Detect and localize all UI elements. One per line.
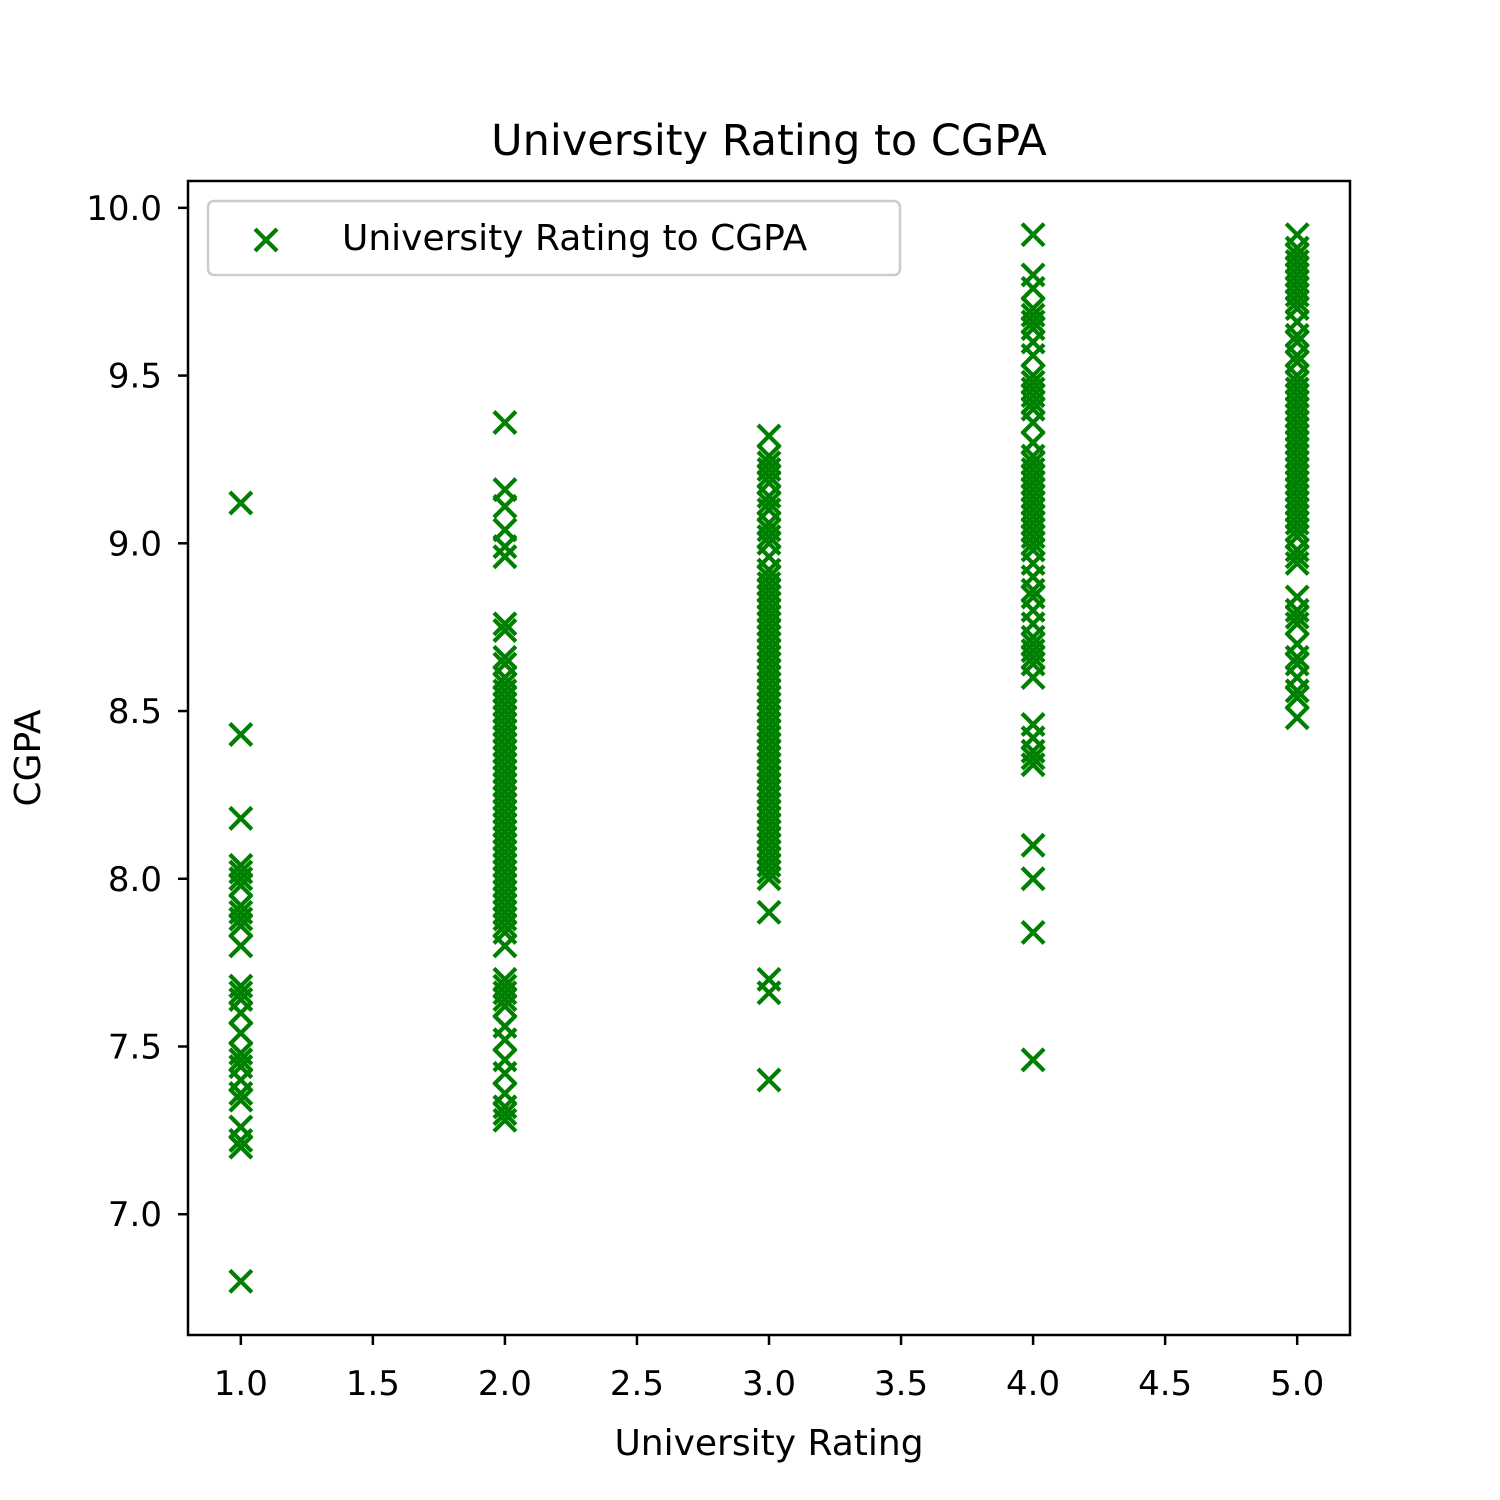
x-tick-label: 2.5 — [610, 1364, 664, 1404]
x-tick-label: 4.5 — [1138, 1364, 1192, 1404]
data-point — [1284, 342, 1310, 368]
data-point — [1020, 665, 1046, 690]
data-point — [1284, 685, 1310, 711]
x-tick-label: 5.0 — [1270, 1364, 1324, 1404]
x-tick-label: 2.0 — [478, 1364, 532, 1404]
data-point — [228, 1268, 254, 1294]
y-tick-label: 8.5 — [108, 692, 162, 732]
legend-marker-x — [253, 227, 279, 253]
data-point — [228, 913, 254, 939]
y-axis-ticks: 7.0 7.5 8.0 8.5 9.0 9.5 10.0 — [86, 189, 188, 1235]
data-point — [492, 1060, 518, 1086]
y-tick-label: 10.0 — [86, 189, 162, 229]
data-point — [1020, 745, 1046, 771]
data-point — [228, 1127, 254, 1153]
y-axis-label: CGPA — [8, 709, 49, 806]
data-point — [492, 493, 518, 519]
data-point — [1020, 222, 1046, 248]
data-points — [228, 222, 1310, 1294]
data-point — [1020, 275, 1046, 301]
data-point — [1020, 752, 1046, 778]
data-point — [492, 1107, 518, 1133]
y-tick-label: 8.0 — [108, 860, 162, 900]
legend: University Rating to CGPA — [206, 199, 902, 277]
data-point — [1284, 644, 1310, 670]
data-point — [756, 866, 782, 892]
data-point — [1020, 309, 1046, 335]
x-tick-label: 3.5 — [874, 1364, 928, 1404]
data-point — [1020, 1047, 1046, 1073]
data-point — [228, 722, 254, 748]
data-point — [228, 866, 254, 892]
data-point — [492, 544, 518, 570]
data-point — [756, 463, 782, 489]
data-point — [492, 618, 518, 644]
data-point — [1020, 410, 1046, 436]
data-point — [1284, 322, 1310, 348]
data-point — [756, 490, 782, 516]
x-tick-label: 1.5 — [346, 1364, 400, 1404]
x-axis-ticks: 1.0 1.5 2.0 2.5 3.0 3.5 4.0 4.5 5.0 — [214, 1335, 1324, 1404]
legend-entry-label: University Rating to CGPA — [342, 218, 808, 259]
y-tick-label: 7.0 — [108, 1195, 162, 1235]
data-point — [756, 524, 782, 550]
data-point — [756, 899, 782, 925]
data-point — [1020, 577, 1046, 603]
data-point — [1020, 342, 1046, 368]
data-point — [1284, 289, 1310, 315]
data-point — [228, 1087, 254, 1113]
data-point — [756, 980, 782, 1006]
x-tick-label: 1.0 — [214, 1364, 268, 1404]
data-point — [228, 1020, 254, 1046]
data-point — [228, 933, 254, 959]
legend-marker — [253, 227, 279, 253]
data-point — [1284, 517, 1310, 543]
data-point — [228, 906, 254, 932]
data-point — [228, 980, 254, 1006]
legend-box — [206, 199, 902, 277]
data-point — [1020, 530, 1046, 556]
data-point — [1284, 678, 1310, 704]
data-point — [1020, 832, 1046, 858]
data-point — [492, 993, 518, 1019]
data-point — [228, 1000, 254, 1026]
data-point — [228, 805, 254, 831]
x-tick-label: 4.0 — [1006, 1364, 1060, 1404]
data-point — [492, 987, 518, 1013]
data-point — [756, 859, 782, 885]
data-point — [1020, 644, 1046, 670]
data-point — [1020, 389, 1046, 415]
data-point — [492, 410, 518, 436]
data-point — [492, 913, 518, 939]
data-point — [1020, 919, 1046, 945]
data-point — [492, 644, 518, 670]
data-point — [228, 872, 254, 898]
x-tick-label: 3.0 — [742, 1364, 796, 1404]
data-point — [492, 1101, 518, 1127]
chart-title: University Rating to CGPA — [491, 116, 1047, 166]
data-point — [1284, 550, 1310, 576]
data-point — [1284, 604, 1310, 630]
data-point — [1284, 705, 1310, 731]
x-axis-label: University Rating — [614, 1423, 923, 1464]
data-point — [492, 1027, 518, 1053]
data-point — [492, 534, 518, 560]
data-point — [1020, 866, 1046, 892]
y-tick-label: 9.5 — [108, 357, 162, 397]
data-point — [756, 423, 782, 449]
data-point — [1284, 611, 1310, 637]
data-point — [228, 1080, 254, 1106]
y-tick-label: 9.0 — [108, 524, 162, 564]
data-point — [492, 933, 518, 959]
data-point — [228, 1047, 254, 1073]
y-tick-label: 7.5 — [108, 1028, 162, 1068]
data-point — [756, 1067, 782, 1093]
data-point — [492, 611, 518, 637]
data-point — [228, 490, 254, 516]
data-point — [228, 1134, 254, 1160]
data-point — [1284, 544, 1310, 570]
